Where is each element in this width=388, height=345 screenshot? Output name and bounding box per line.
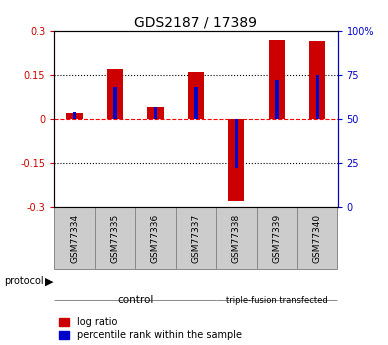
- Bar: [194, 87, 198, 119]
- Bar: [315, 75, 319, 119]
- Bar: [73, 112, 76, 119]
- Text: GSM77337: GSM77337: [191, 214, 201, 263]
- Text: GSM77340: GSM77340: [313, 214, 322, 263]
- Bar: [275, 80, 279, 119]
- Bar: [66, 113, 83, 119]
- Bar: [147, 107, 164, 119]
- Text: GSM77336: GSM77336: [151, 214, 160, 263]
- Text: protocol: protocol: [4, 276, 43, 286]
- Bar: [216, 207, 256, 269]
- Text: GSM77334: GSM77334: [70, 214, 79, 263]
- Text: GSM77335: GSM77335: [111, 214, 120, 263]
- Bar: [113, 87, 117, 119]
- Text: ▶: ▶: [45, 276, 54, 286]
- Bar: [54, 207, 95, 269]
- Text: triple-fusion transfected: triple-fusion transfected: [226, 296, 328, 305]
- Bar: [309, 41, 326, 119]
- Bar: [188, 72, 204, 119]
- Text: GSM77339: GSM77339: [272, 214, 281, 263]
- Bar: [107, 69, 123, 119]
- Bar: [135, 207, 176, 269]
- Bar: [95, 207, 135, 269]
- Bar: [228, 119, 244, 201]
- Title: GDS2187 / 17389: GDS2187 / 17389: [134, 16, 258, 30]
- Legend: log ratio, percentile rank within the sample: log ratio, percentile rank within the sa…: [59, 317, 242, 340]
- Bar: [257, 207, 297, 269]
- Bar: [235, 119, 238, 168]
- Text: control: control: [117, 295, 153, 305]
- Bar: [297, 207, 338, 269]
- Bar: [269, 40, 285, 119]
- Text: GSM77338: GSM77338: [232, 214, 241, 263]
- Bar: [176, 207, 216, 269]
- Bar: [154, 107, 157, 119]
